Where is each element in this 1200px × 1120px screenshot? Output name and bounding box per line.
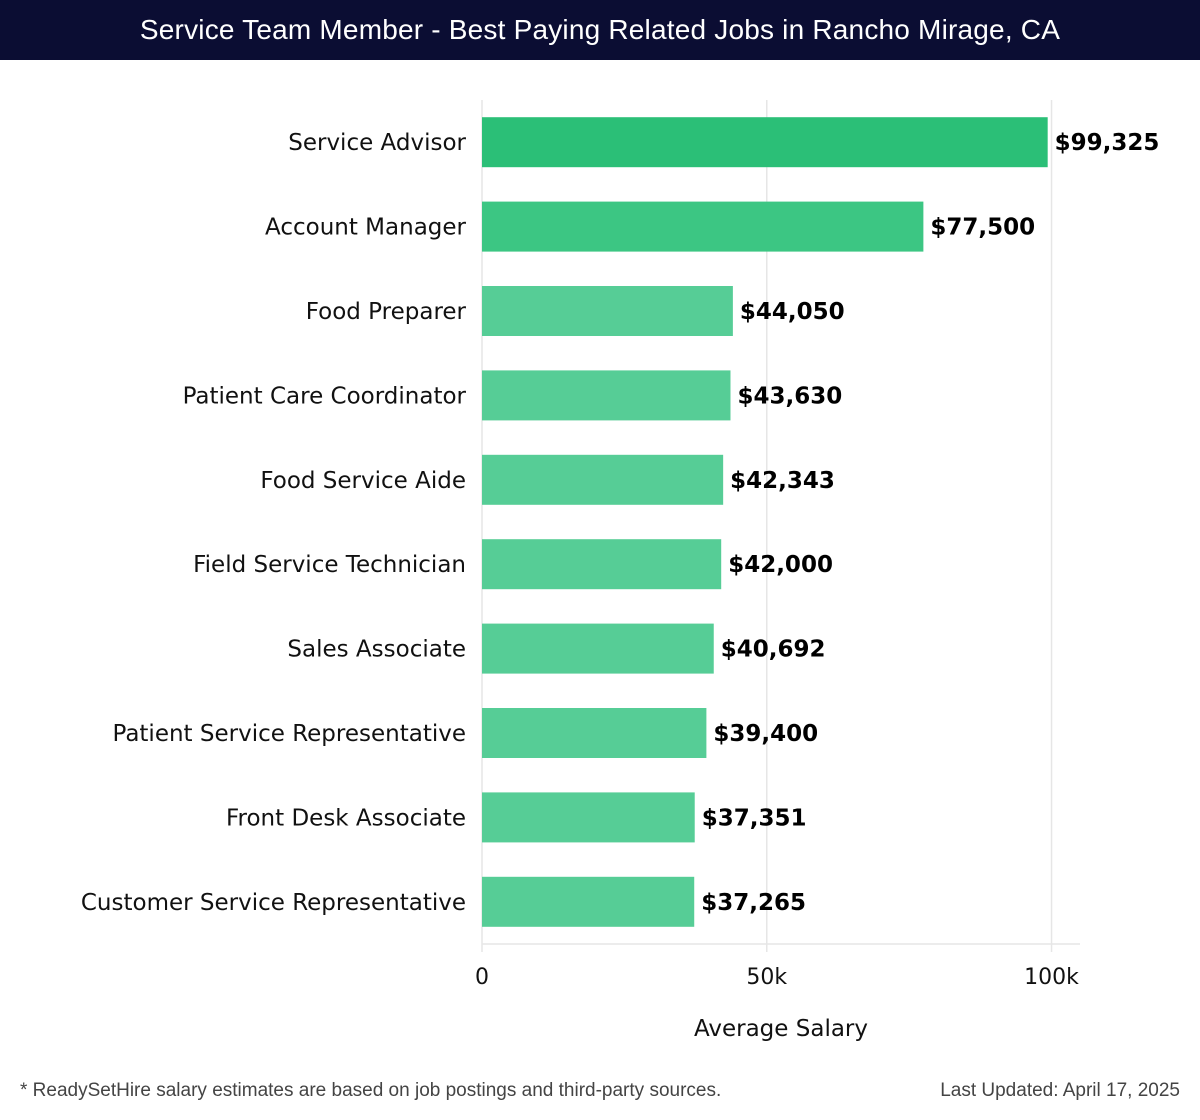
category-label: Account Manager	[265, 215, 467, 241]
category-label: Patient Service Representative	[112, 721, 466, 747]
category-label: Food Service Aide	[260, 468, 466, 494]
value-label: $99,325	[1055, 130, 1160, 156]
value-label: $39,400	[713, 721, 818, 747]
footer-updated: Last Updated: April 17, 2025	[940, 1080, 1180, 1101]
value-label: $42,000	[728, 552, 833, 578]
bar	[482, 623, 714, 674]
value-label: $42,343	[730, 468, 835, 494]
x-tick-label: 0	[475, 965, 489, 990]
category-label: Customer Service Representative	[81, 890, 466, 916]
value-label: $40,692	[721, 637, 826, 663]
value-label: $77,500	[930, 215, 1035, 241]
category-label: Sales Associate	[287, 637, 466, 663]
bar	[482, 539, 722, 590]
footer-note: * ReadySetHire salary estimates are base…	[20, 1080, 722, 1101]
category-label: Field Service Technician	[193, 552, 466, 578]
bar	[482, 792, 695, 843]
x-tick-label: 100k	[1024, 965, 1079, 990]
value-label: $37,351	[702, 805, 807, 831]
value-label: $43,630	[737, 383, 842, 409]
bar	[482, 876, 695, 927]
category-label: Food Preparer	[306, 299, 467, 325]
category-label: Patient Care Coordinator	[183, 383, 467, 409]
chart-title: Service Team Member - Best Paying Relate…	[139, 14, 1061, 45]
x-tick-label: 50k	[746, 965, 787, 990]
x-axis-title: Average Salary	[694, 1016, 868, 1042]
bar	[482, 370, 731, 421]
value-label: $37,265	[701, 890, 806, 916]
category-label: Front Desk Associate	[226, 805, 466, 831]
bar	[482, 708, 707, 758]
value-label: $44,050	[740, 299, 845, 325]
bar	[482, 201, 924, 252]
bar-chart: Service Advisor $99,325 Account Manager $77…	[81, 100, 1160, 1042]
category-label: Service Advisor	[288, 130, 466, 156]
chart-header: Service Team Member - Best Paying Relate…	[0, 0, 1200, 60]
bar	[482, 286, 733, 336]
bar	[482, 117, 1048, 168]
bar	[482, 454, 724, 505]
